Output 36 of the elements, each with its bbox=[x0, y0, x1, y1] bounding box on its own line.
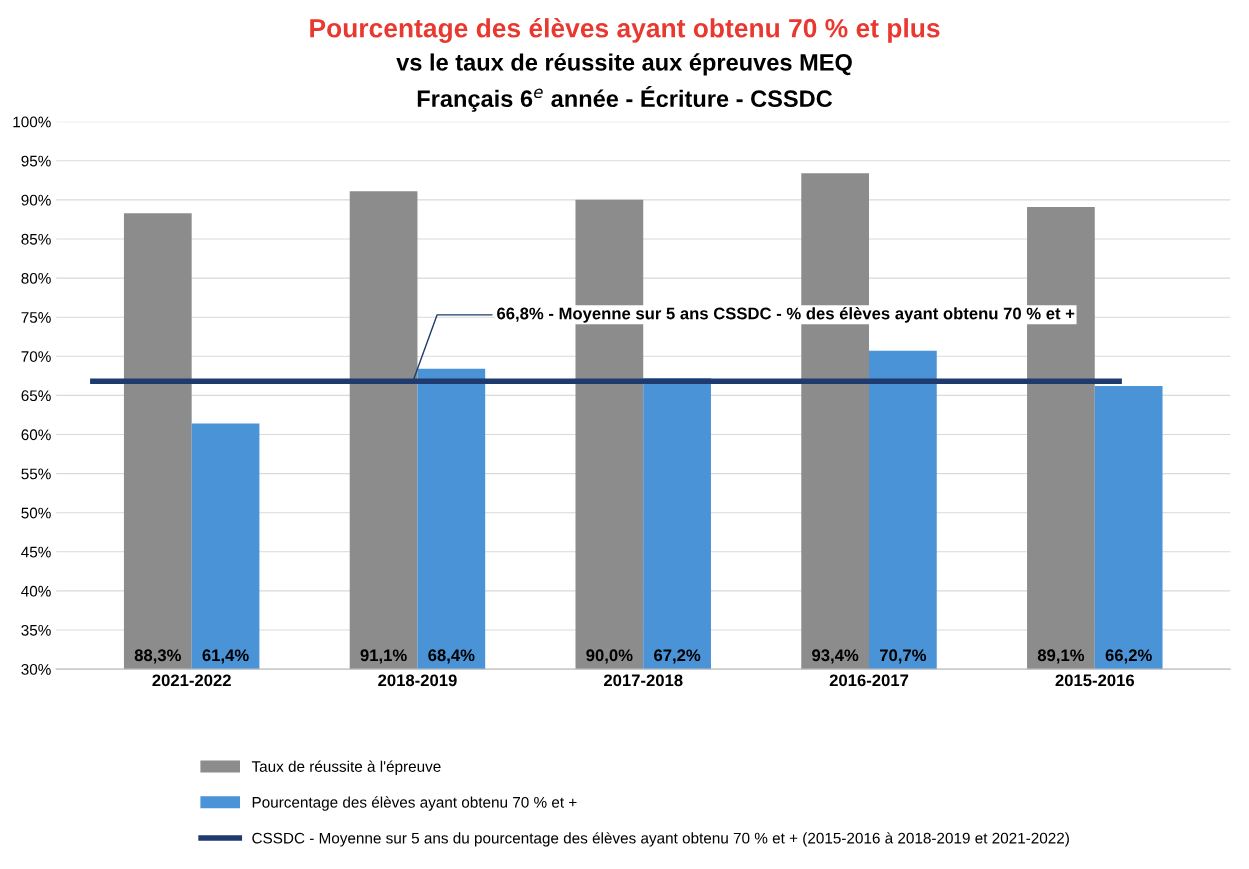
legend-label: Pourcentage des élèves ayant obtenu 70 % et + bbox=[252, 796, 577, 811]
data-label: 66,2% bbox=[1105, 649, 1152, 664]
y-tick-label: 50% bbox=[21, 507, 51, 519]
y-tick-label: 100% bbox=[13, 116, 51, 128]
y-tick-label: 30% bbox=[21, 664, 51, 675]
legend-label: Taux de réussite à l'épreuve bbox=[251, 760, 441, 775]
data-label: 67,2% bbox=[654, 649, 701, 664]
y-tick-label: 85% bbox=[21, 233, 51, 245]
chart-subtitle: vs le taux de réussite aux épreuves MEQ Français 6$^{e}$ année - Écriture - CSSDC bbox=[396, 53, 852, 112]
data-label: 89,1% bbox=[1037, 649, 1085, 664]
y-tick-label: 70% bbox=[21, 351, 51, 362]
annotation: 66,8% - Moyenne sur 5 ans CSSDC - % des élèves ayant obtenu 70 % et + bbox=[497, 307, 1075, 323]
y-tick-label: 40% bbox=[21, 585, 51, 597]
y-tick-label: 80% bbox=[21, 272, 51, 284]
y-tick-label: 35% bbox=[21, 624, 51, 636]
y-tick-label: 45% bbox=[21, 546, 51, 558]
x-tick-label: 2017-2018 bbox=[603, 674, 683, 687]
y-tick-label: 90% bbox=[21, 194, 51, 206]
data-label: 70,7% bbox=[879, 649, 927, 664]
x-tick-label: 2016-2017 bbox=[829, 674, 909, 687]
x-tick-label: 2018-2019 bbox=[378, 674, 457, 687]
data-label: 88,3% bbox=[134, 649, 181, 664]
legend-label: CSSDC - Moyenne sur 5 ans du pourcentage des élèves ayant obtenu 70 % et + (2015-2016 à 2018-2019 et 2021-2022) bbox=[252, 832, 1069, 847]
data-label: 68,4% bbox=[428, 649, 475, 664]
x-tick-label: 2021-2022 bbox=[152, 674, 231, 687]
y-tick-label: 95% bbox=[21, 155, 51, 167]
y-tick-label: 75% bbox=[21, 312, 51, 323]
data-label: 90,0% bbox=[586, 649, 633, 664]
y-tick-label: 65% bbox=[21, 390, 51, 402]
chart-title: Pourcentage des élèves ayant obtenu 70 % et plus bbox=[310, 17, 940, 43]
x-tick-label: 2015-2016 bbox=[1055, 674, 1135, 687]
data-label: 61,4% bbox=[202, 649, 249, 664]
y-tick-label: 55% bbox=[21, 468, 51, 480]
data-label: 91,1% bbox=[360, 649, 407, 664]
data-label: 93,4% bbox=[812, 649, 859, 664]
y-tick-label: 60% bbox=[21, 429, 51, 441]
